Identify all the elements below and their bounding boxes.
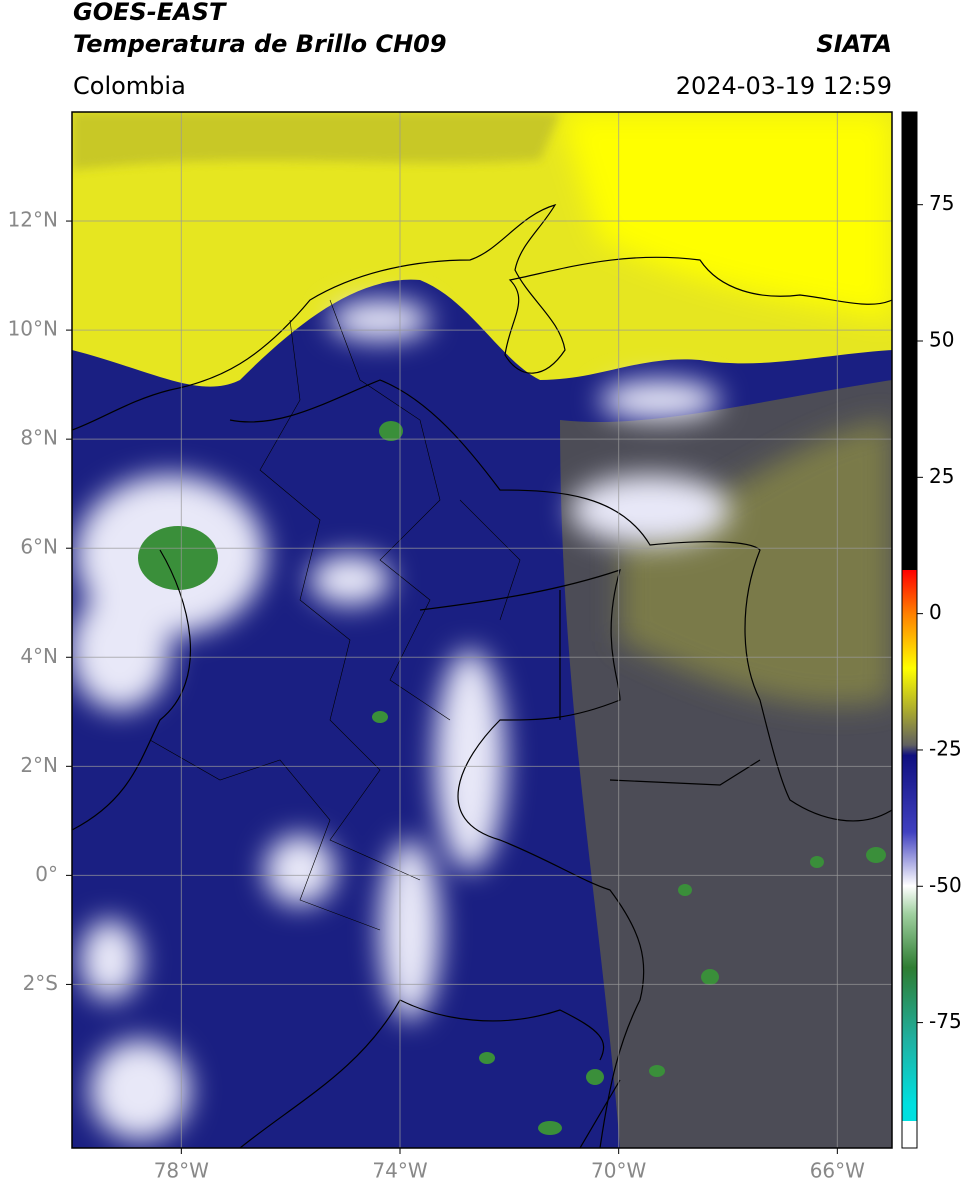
- datetime: 2024-03-19 12:59: [676, 72, 892, 100]
- x-tick-label: 74°W: [372, 1159, 427, 1183]
- colorbar-tick-label: 0: [929, 600, 942, 624]
- region: Colombia: [73, 72, 186, 100]
- y-tick-label: 2°S: [23, 971, 58, 995]
- y-tick-label: 0°: [35, 862, 58, 886]
- colorbar-tick-label: 50: [929, 328, 954, 352]
- colorbar-tick-label: -75: [929, 1009, 962, 1033]
- y-tick-label: 6°N: [20, 535, 58, 559]
- map-frame: [71, 111, 893, 1149]
- subtitle: Temperatura de Brillo CH09: [73, 30, 447, 58]
- y-tick-label: 12°N: [8, 208, 58, 232]
- x-tick-label: 78°W: [154, 1159, 209, 1183]
- colorbar-tick-label: 25: [929, 464, 954, 488]
- colorbar: [901, 111, 918, 1149]
- graticule: [72, 112, 892, 1148]
- ticks: 78°W 74°W 70°W 66°W 12°N 10°N 8°N 6°N 4°N 2°N 0° 2°…: [8, 191, 962, 1182]
- satellite-image: [72, 112, 892, 1148]
- y-tick-label: 10°N: [8, 317, 58, 341]
- y-tick-label: 4°N: [20, 644, 58, 668]
- colorbar-tick-label: 75: [929, 191, 954, 215]
- title: GOES-EAST: [73, 0, 227, 26]
- y-tick-label: 8°N: [20, 426, 58, 450]
- source: SIATA: [816, 30, 892, 58]
- colorbar-tick-label: -50: [929, 873, 962, 897]
- y-tick-label: 2°N: [20, 753, 58, 777]
- colorbar-tick-label: -25: [929, 736, 962, 760]
- x-tick-label: 66°W: [810, 1159, 865, 1183]
- x-tick-label: 70°W: [591, 1159, 646, 1183]
